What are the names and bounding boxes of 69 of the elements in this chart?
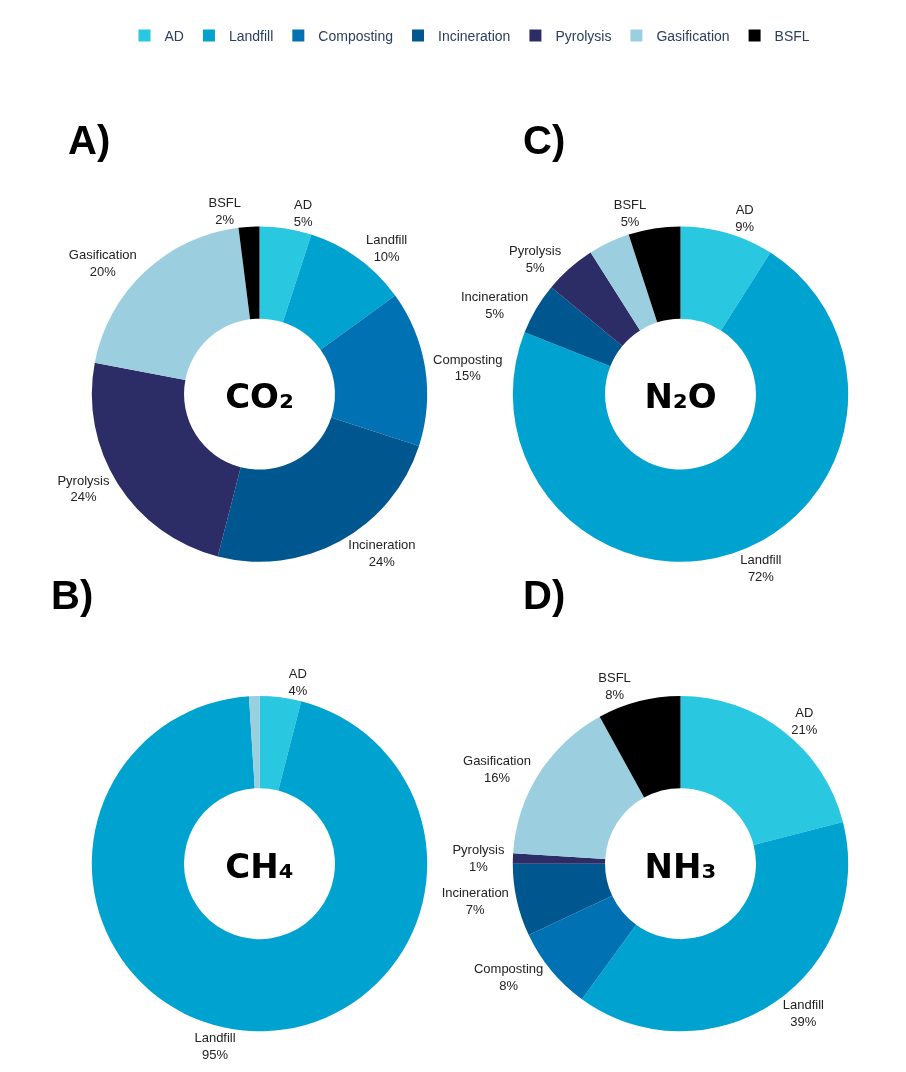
data-label: 2% (215, 211, 235, 227)
donut-slice (259, 695, 302, 791)
legend-label: Composting (318, 28, 394, 45)
data-label: 8% (499, 977, 519, 993)
data-label: 4% (288, 682, 308, 698)
slice-label: AD (294, 196, 313, 212)
legend-label: Incineration (438, 28, 511, 45)
slice-label: Gasification (68, 247, 137, 263)
data-label: 95% (202, 1047, 229, 1063)
data-label: 16% (483, 770, 511, 786)
data-label: 39% (790, 1014, 817, 1030)
slice-label: Pyrolysis (509, 243, 562, 259)
donut-slice (628, 226, 681, 323)
legend-label: BSFL (774, 28, 810, 45)
data-label: 5% (293, 213, 313, 229)
slice-label: AD (735, 202, 754, 218)
text: N₂O (644, 376, 717, 417)
slice-label: BSFL (613, 196, 647, 212)
text: NH₃ (644, 845, 717, 886)
slice-label: Pyrolysis (57, 472, 110, 488)
slice-label: AD (795, 705, 814, 721)
donut-slice (512, 863, 613, 936)
slice-label: AD (288, 665, 307, 681)
donut-slice (92, 696, 428, 1032)
chart-title: C) (523, 118, 566, 162)
data-label: 21% (791, 722, 818, 738)
slice-label: Landfill (782, 997, 825, 1013)
slice-label: BSFL (598, 670, 631, 686)
data-label: 24% (368, 554, 396, 570)
data-label: 72% (747, 568, 775, 584)
data-label: 7% (465, 901, 486, 917)
legend-label: Pyrolysis (555, 28, 612, 45)
donut-slice (248, 695, 260, 789)
donut-slice (238, 226, 260, 320)
chart-title: B) (51, 573, 94, 617)
data-label: 24% (70, 489, 97, 505)
slice-label: Composting (433, 351, 503, 367)
data-label: 10% (373, 248, 401, 264)
donut-slice (581, 821, 849, 1032)
legend-label: AD (164, 28, 184, 45)
text: CO₂ (225, 376, 294, 417)
slice-label: Gasification (463, 753, 531, 769)
chart-title: D) (523, 573, 566, 617)
data-label: 5% (485, 305, 505, 321)
donut-slice (512, 853, 606, 864)
donut-slice (320, 295, 428, 446)
slice-label: Incineration (460, 288, 529, 304)
legend-label: Landfill (228, 28, 274, 45)
slice-label: Landfill (194, 1030, 236, 1046)
data-label: 5% (525, 260, 545, 276)
slice-label: Incineration (441, 885, 509, 901)
slice-label: Pyrolysis (452, 842, 505, 858)
data-label: 20% (89, 264, 117, 280)
data-label: 15% (454, 368, 482, 384)
donut-slice (680, 695, 843, 845)
data-label: 5% (620, 213, 640, 229)
data-label: 8% (605, 687, 625, 703)
slice-label: Landfill (740, 552, 782, 568)
text: A) (68, 118, 111, 162)
data-label: 1% (469, 859, 489, 875)
slice-label: Incineration (348, 537, 416, 553)
text: CH₄ (225, 845, 294, 886)
legend-label: Gasification (656, 28, 730, 45)
slice-label: Composting (473, 961, 544, 977)
data-label: 9% (735, 219, 755, 235)
slice-label: Landfill (366, 232, 408, 248)
donut-slice (590, 234, 658, 331)
slice-label: BSFL (208, 194, 241, 210)
donut-slice (259, 226, 312, 323)
